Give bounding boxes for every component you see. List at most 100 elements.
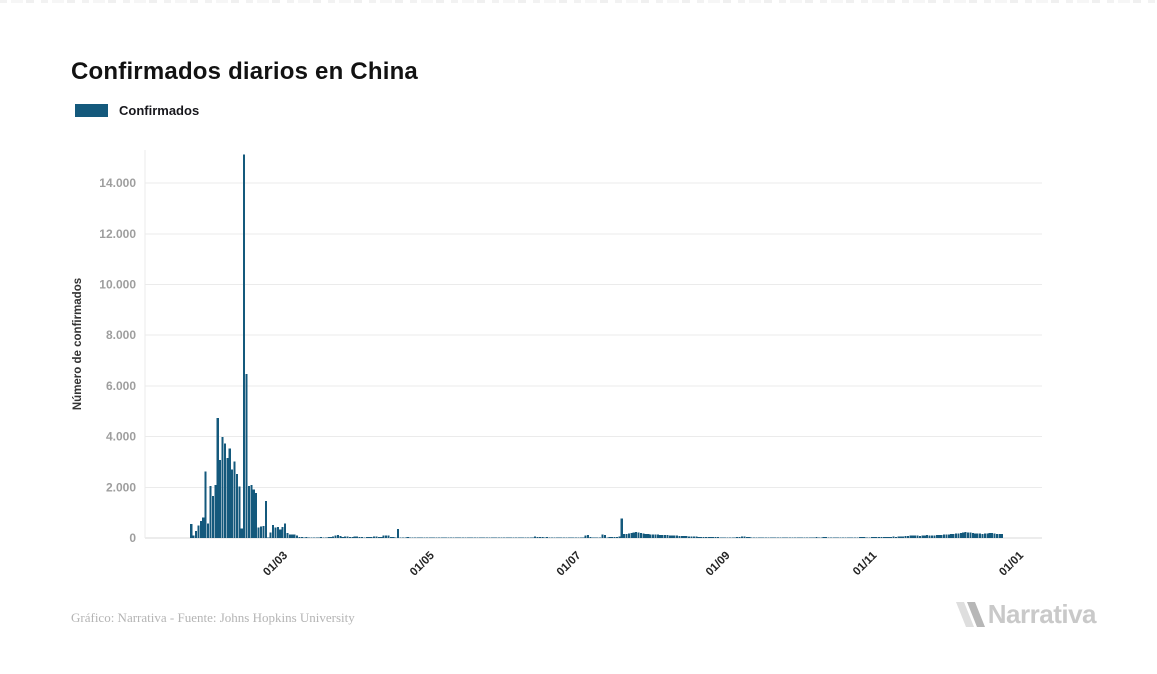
confirmed-bar[interactable] [425, 537, 428, 539]
confirmed-bar[interactable] [399, 537, 402, 538]
confirmed-bar[interactable] [909, 535, 912, 538]
confirmed-bar[interactable] [692, 536, 695, 538]
confirmed-bar[interactable] [312, 537, 315, 539]
confirmed-bar[interactable] [562, 537, 566, 538]
confirmed-bar[interactable] [228, 448, 231, 538]
confirmed-bar[interactable] [897, 536, 900, 538]
confirmed-bar[interactable] [322, 537, 325, 538]
confirmed-bar[interactable] [716, 537, 719, 538]
confirmed-bar[interactable] [599, 537, 602, 538]
confirmed-bar[interactable] [231, 469, 234, 538]
confirmed-bar[interactable] [418, 537, 421, 539]
confirmed-bar[interactable] [459, 537, 462, 539]
confirmed-bar[interactable] [329, 536, 332, 538]
confirmed-bar[interactable] [825, 537, 828, 538]
confirmed-bar[interactable] [606, 537, 609, 538]
confirmed-bar[interactable] [611, 537, 614, 538]
confirmed-bar[interactable] [926, 535, 929, 538]
confirmed-bar[interactable] [296, 535, 299, 538]
confirmed-bar[interactable] [514, 537, 517, 539]
confirmed-bar[interactable] [392, 536, 395, 538]
confirmed-bar[interactable] [676, 535, 679, 538]
confirmed-bar[interactable] [671, 535, 674, 539]
confirmed-bar[interactable] [993, 533, 996, 538]
confirmed-bar[interactable] [728, 537, 732, 538]
confirmed-bar[interactable] [608, 537, 611, 538]
confirmed-bar[interactable] [668, 535, 671, 538]
confirmed-bar[interactable] [310, 537, 313, 539]
confirmed-bar[interactable] [247, 485, 251, 538]
confirmed-bar[interactable] [197, 525, 200, 538]
confirmed-bar[interactable] [433, 537, 436, 539]
confirmed-bar[interactable] [315, 537, 318, 538]
confirmed-bar[interactable] [538, 536, 542, 538]
confirmed-bar[interactable] [457, 537, 460, 539]
confirmed-bar[interactable] [851, 537, 854, 538]
confirmed-bar[interactable] [389, 536, 392, 538]
confirmed-bar[interactable] [471, 537, 474, 539]
confirmed-bar[interactable] [243, 154, 246, 539]
confirmed-bar[interactable] [882, 536, 885, 538]
confirmed-bar[interactable] [738, 536, 741, 538]
confirmed-bar[interactable] [654, 534, 657, 538]
confirmed-bar[interactable] [678, 535, 681, 538]
confirmed-bar[interactable] [829, 537, 833, 538]
confirmed-bar[interactable] [748, 537, 751, 538]
confirmed-bar[interactable] [255, 492, 258, 538]
confirmed-bar[interactable] [346, 536, 349, 538]
confirmed-bar[interactable] [933, 535, 936, 538]
confirmed-bar[interactable] [702, 536, 705, 538]
confirmed-bar[interactable] [488, 537, 491, 539]
confirmed-bar[interactable] [209, 485, 212, 538]
confirmed-bar[interactable] [476, 537, 479, 539]
confirmed-bar[interactable] [700, 536, 703, 538]
confirmed-bar[interactable] [918, 535, 922, 538]
confirmed-bar[interactable] [353, 536, 356, 538]
confirmed-bar[interactable] [259, 526, 263, 538]
confirmed-bar[interactable] [502, 537, 505, 539]
confirmed-bar[interactable] [890, 536, 893, 538]
confirmed-bar[interactable] [964, 532, 967, 538]
confirmed-bar[interactable] [618, 536, 621, 538]
confirmed-bar[interactable] [288, 534, 291, 538]
confirmed-bar[interactable] [211, 495, 214, 538]
confirmed-bar[interactable] [469, 537, 472, 539]
confirmed-bar[interactable] [923, 535, 926, 538]
confirmed-bar[interactable] [360, 537, 364, 538]
confirmed-bar[interactable] [435, 537, 438, 539]
confirmed-bar[interactable] [906, 535, 909, 538]
confirmed-bar[interactable] [680, 535, 683, 538]
confirmed-bar[interactable] [870, 537, 873, 538]
confirmed-bar[interactable] [690, 536, 693, 538]
confirmed-bar[interactable] [317, 537, 320, 538]
confirmed-bar[interactable] [500, 537, 503, 539]
confirmed-bar[interactable] [979, 533, 982, 538]
confirmed-bar[interactable] [221, 436, 224, 538]
confirmed-bar[interactable] [873, 537, 876, 538]
confirmed-bar[interactable] [813, 537, 816, 539]
confirmed-bar[interactable] [341, 536, 344, 538]
confirmed-bar[interactable] [235, 473, 238, 538]
confirmed-bar[interactable] [517, 537, 520, 539]
confirmed-bar[interactable] [223, 443, 226, 538]
confirmed-bar[interactable] [216, 417, 219, 538]
confirmed-bar[interactable] [558, 537, 561, 539]
confirmed-bar[interactable] [411, 537, 414, 539]
confirmed-bar[interactable] [892, 536, 895, 538]
confirmed-bar[interactable] [988, 533, 991, 538]
confirmed-bar[interactable] [673, 535, 676, 538]
confirmed-bar[interactable] [409, 537, 412, 539]
confirmed-bar[interactable] [510, 537, 513, 539]
confirmed-bar[interactable] [981, 533, 984, 538]
confirmed-bar[interactable] [524, 537, 527, 539]
confirmed-bar[interactable] [695, 536, 698, 538]
confirmed-bar[interactable] [846, 537, 849, 538]
confirmed-bar[interactable] [661, 534, 664, 538]
confirmed-bar[interactable] [817, 537, 820, 538]
confirmed-bar[interactable] [526, 537, 529, 539]
confirmed-bar[interactable] [969, 532, 972, 538]
confirmed-bar[interactable] [928, 535, 931, 539]
confirmed-bar[interactable] [536, 537, 539, 538]
confirmed-bar[interactable] [505, 537, 508, 539]
confirmed-bar[interactable] [731, 537, 734, 538]
